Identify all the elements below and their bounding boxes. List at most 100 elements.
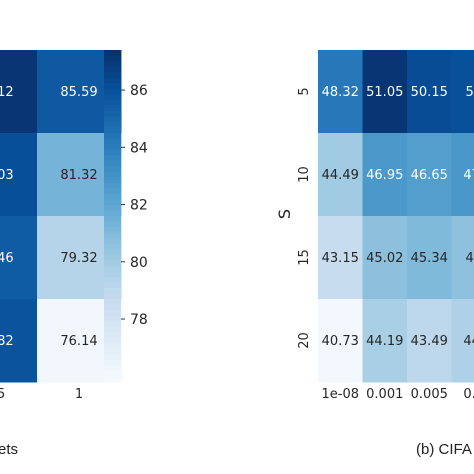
cell-value-label: 44.19 xyxy=(366,334,403,349)
colorbar-segment xyxy=(104,232,121,239)
right-y-axis-label: S xyxy=(275,209,294,219)
colorbar-segment xyxy=(104,127,121,134)
colorbar-tick-label: 80 xyxy=(130,255,148,271)
colorbar-tick-label: 78 xyxy=(130,312,148,328)
cell-value-label: 85.82 xyxy=(0,334,14,349)
colorbar-segment xyxy=(104,199,121,206)
colorbar-segment xyxy=(104,315,121,322)
colorbar-segment xyxy=(104,370,121,378)
colorbar-segment xyxy=(104,144,121,151)
colorbar-segment xyxy=(104,343,121,350)
colorbar-segment xyxy=(104,293,121,300)
colorbar-segment xyxy=(104,287,121,295)
colorbar-segment xyxy=(104,177,121,184)
cell-value-label: 76.14 xyxy=(60,334,97,349)
colorbar-segment xyxy=(104,72,121,79)
cell-value-label: 86.03 xyxy=(0,168,14,183)
colorbar-segment xyxy=(104,55,121,62)
x-tick-label: 1 xyxy=(75,387,83,402)
colorbar-segment xyxy=(104,354,121,361)
colorbar-segment xyxy=(104,61,121,68)
cell-value-label: 87.12 xyxy=(0,85,14,100)
heatmap-cell xyxy=(407,50,452,134)
colorbar-tick-label: 86 xyxy=(130,83,148,99)
colorbar-segment xyxy=(104,94,121,101)
colorbar-segment xyxy=(104,193,121,200)
colorbar-segment xyxy=(104,254,121,261)
x-tick-label: 0.001 xyxy=(366,387,403,402)
heatmap-cell xyxy=(0,299,38,383)
colorbar-segment xyxy=(104,105,121,112)
heatmap-cell xyxy=(451,216,474,300)
colorbar-segment xyxy=(104,155,121,162)
colorbar-segment xyxy=(104,271,121,278)
colorbar-segment xyxy=(104,299,121,306)
heatmap-cell xyxy=(362,299,408,383)
y-tick-label: 10 xyxy=(297,166,312,183)
colorbar-segment xyxy=(104,276,121,283)
cell-value-label: 50 xyxy=(465,85,474,100)
cell-value-label: 81.32 xyxy=(60,168,97,183)
colorbar-segment xyxy=(104,149,121,156)
cell-value-label: 51.05 xyxy=(366,85,403,100)
colorbar-segment xyxy=(104,310,121,317)
colorbar-segment xyxy=(104,249,121,256)
cell-value-label: 50.15 xyxy=(411,85,448,100)
heatmap-cell xyxy=(318,50,363,134)
left-heatmap: 87.12 85.59 86.03 81.32 85.46 79.32 85.82 76.14… xyxy=(0,50,122,402)
colorbar: 86 84 82 80 78 xyxy=(104,50,148,383)
heatmap-cell xyxy=(407,299,452,383)
colorbar-segment xyxy=(104,182,121,189)
colorbar-segment xyxy=(104,337,121,344)
cell-value-label: 43.49 xyxy=(411,334,448,349)
colorbar-segment xyxy=(104,348,121,355)
colorbar-segment xyxy=(104,216,121,223)
x-tick-label: 0.005 xyxy=(411,387,448,402)
cell-value-label: 45 xyxy=(465,251,474,266)
colorbar-segment xyxy=(104,332,121,339)
cell-value-label: 43.15 xyxy=(322,251,359,266)
x-tick-label: 1e-08 xyxy=(321,387,359,402)
colorbar-segment xyxy=(104,265,121,272)
colorbar-tick-label: 84 xyxy=(130,140,148,156)
colorbar-segment xyxy=(104,210,121,217)
colorbar-segment xyxy=(104,88,121,95)
cell-value-label: 46.95 xyxy=(366,168,403,183)
colorbar-tick-label: 82 xyxy=(130,198,148,214)
heatmap-cell xyxy=(318,299,363,383)
colorbar-segment xyxy=(104,326,121,333)
colorbar-segment xyxy=(104,204,121,212)
x-tick-label: 0.5 xyxy=(0,387,5,402)
colorbar-segment xyxy=(104,304,121,311)
colorbar-segment xyxy=(104,160,121,167)
heatmap-cell xyxy=(0,50,38,134)
heatmap-cell xyxy=(407,133,452,217)
heatmap-cell xyxy=(0,133,38,217)
colorbar-segment xyxy=(104,171,121,178)
heatmap-cell xyxy=(362,50,408,134)
cell-value-label: 47. xyxy=(463,168,474,183)
y-tick-label: 5 xyxy=(297,87,312,95)
colorbar-segment xyxy=(104,99,121,106)
colorbar-segment xyxy=(104,188,121,195)
colorbar-segment xyxy=(104,83,121,90)
colorbar-segment xyxy=(104,138,121,145)
colorbar-segment xyxy=(104,321,121,328)
colorbar-segment xyxy=(104,221,121,228)
cell-value-label: 40.73 xyxy=(322,334,359,349)
colorbar-segment xyxy=(104,116,121,123)
colorbar-segment xyxy=(104,121,121,129)
colorbar-segment xyxy=(104,50,121,57)
left-panel-label: ets xyxy=(0,441,18,458)
heatmap-cell xyxy=(451,50,474,134)
colorbar-segment xyxy=(104,66,121,73)
heatmap-cell xyxy=(0,216,38,300)
colorbar-segment xyxy=(104,133,121,140)
colorbar-segment xyxy=(104,166,121,173)
y-tick-label: 15 xyxy=(297,249,312,266)
heatmap-cell xyxy=(362,216,408,300)
heatmap-cell xyxy=(451,299,474,383)
colorbar-segment xyxy=(104,365,121,372)
cell-value-label: 44.49 xyxy=(322,168,359,183)
